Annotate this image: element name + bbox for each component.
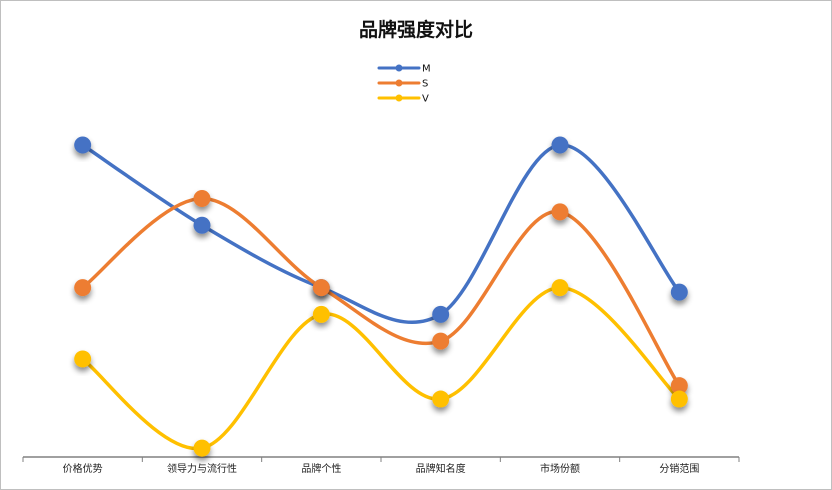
legend-marker-S [395,79,403,87]
x-tick-label: 品牌知名度 [416,462,466,475]
series-lines [80,143,682,451]
legend-marker-V [395,94,403,102]
series-line-V [80,285,682,451]
legend-label-V: V [422,94,429,105]
data-point-S-0 [74,279,92,297]
chart-title: 品牌强度对比 [358,19,473,41]
x-axis: 价格优势 领导力与流行性 品牌个性 品牌知名度 市场份额 分销范围 [22,456,740,475]
data-point-M-3 [432,305,450,323]
x-tick-label: 品牌个性 [301,462,341,475]
data-point-V-4 [551,279,569,297]
data-point-V-3 [432,390,450,408]
data-point-S-4 [551,203,569,221]
data-point-M-4 [551,136,569,154]
data-point-M-0 [74,136,92,154]
data-point-V-5 [670,390,688,408]
legend: MSV [377,64,431,105]
data-point-V-2 [312,305,330,323]
data-point-V-0 [74,350,92,368]
data-point-S-5 [670,377,688,395]
legend-marker-M [395,64,403,72]
legend-label-M: M [422,64,431,75]
data-point-S-3 [432,332,450,350]
x-tick-label: 领导力与流行性 [167,462,237,475]
data-point-S-2 [312,279,330,297]
data-point-M-5 [670,283,688,301]
data-point-M-1 [193,216,211,234]
x-tick-label: 市场份额 [540,462,580,475]
data-point-S-1 [193,189,211,207]
series-points [74,136,688,457]
legend-label-S: S [422,79,428,90]
x-tick-label: 价格优势 [63,462,103,475]
x-tick-label: 分销范围 [659,462,699,475]
data-point-V-1 [193,439,211,457]
